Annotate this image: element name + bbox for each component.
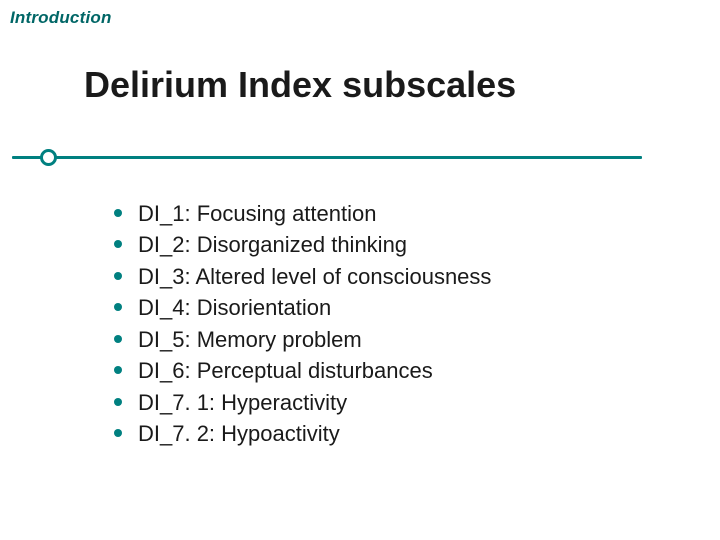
list-item: DI_1: Focusing attention	[114, 198, 491, 229]
divider-line	[12, 156, 642, 159]
list-item: DI_3: Altered level of consciousness	[114, 261, 491, 292]
list-item: DI_2: Disorganized thinking	[114, 229, 491, 260]
list-item: DI_5: Memory problem	[114, 324, 491, 355]
slide: Introduction Delirium Index subscales DI…	[0, 0, 720, 540]
section-label: Introduction	[10, 8, 112, 28]
list-item: DI_6: Perceptual disturbances	[114, 355, 491, 386]
bullet-list: DI_1: Focusing attention DI_2: Disorgani…	[114, 198, 491, 450]
list-item: DI_4: Disorientation	[114, 292, 491, 323]
divider-dot	[40, 149, 57, 166]
list-item: DI_7. 2: Hypoactivity	[114, 418, 491, 449]
list-item: DI_7. 1: Hyperactivity	[114, 387, 491, 418]
slide-title: Delirium Index subscales	[84, 64, 516, 106]
